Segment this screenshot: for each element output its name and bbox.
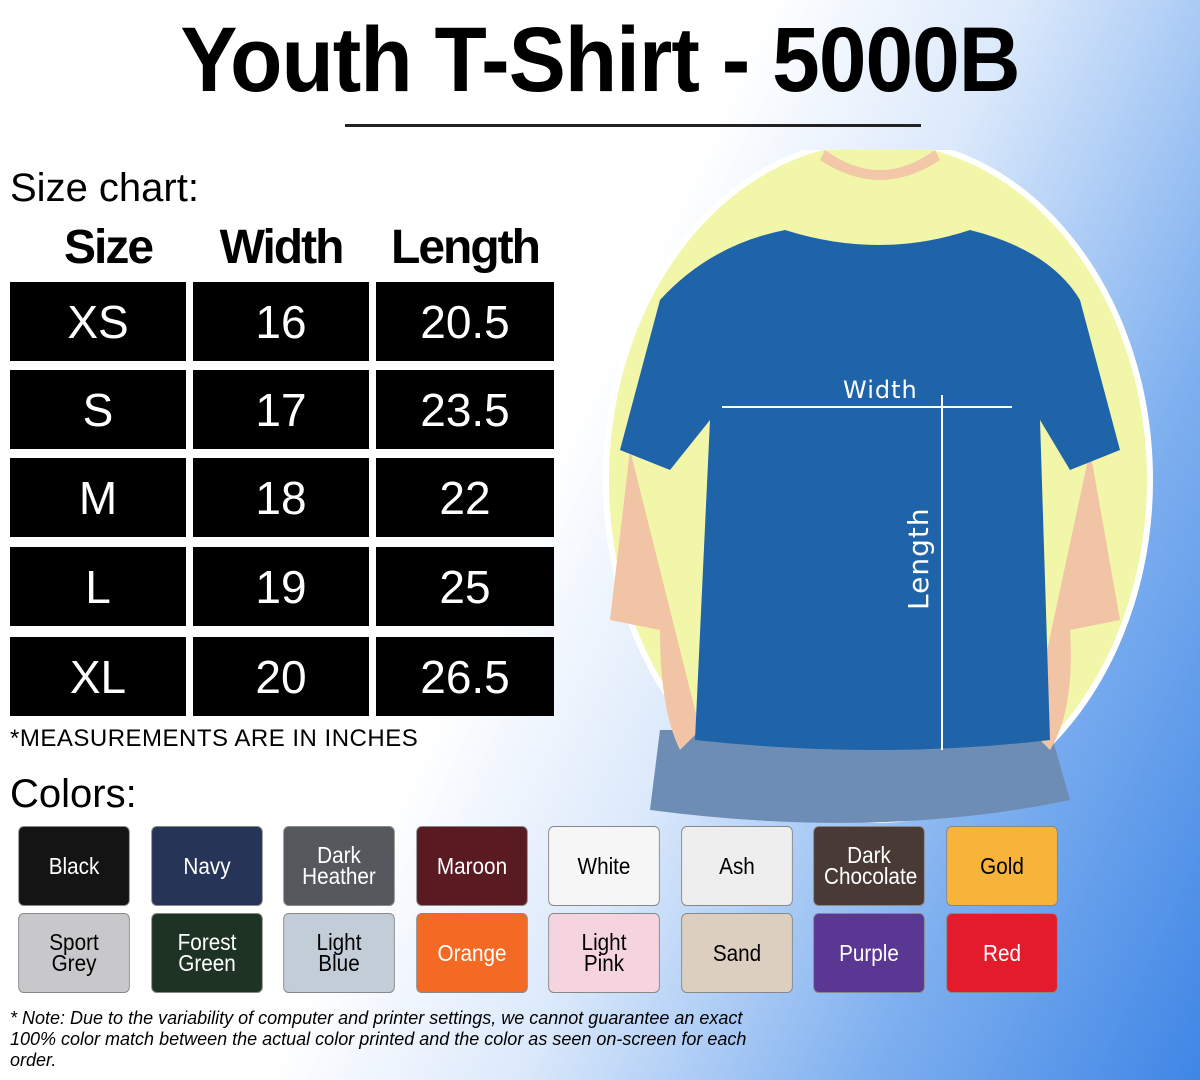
colors-label: Colors: [10, 772, 137, 816]
swatch-red[interactable]: Red [945, 913, 1058, 993]
cell-size: M [10, 458, 186, 537]
header-size: Size [63, 221, 154, 274]
swatch-white[interactable]: White [548, 826, 660, 906]
swatch-dark-heather[interactable]: Dark Heather [283, 826, 395, 906]
cell-width: 19 [193, 547, 369, 626]
header-length: Length [391, 221, 541, 274]
cell-width: 18 [193, 458, 369, 537]
cell-size: S [10, 370, 186, 449]
measurement-note: *MEASUREMENTS ARE IN INCHES [10, 725, 419, 752]
swatch-black[interactable]: Black [18, 826, 130, 906]
swatch-label: Dark Chocolate [824, 842, 918, 889]
cell-length: 25 [376, 547, 554, 626]
cell-width: 20 [193, 637, 369, 716]
jeans [650, 730, 1070, 823]
swatch-sport-grey[interactable]: Sport Grey [18, 913, 130, 993]
swatch-label: Forest Green [177, 929, 236, 976]
swatch-label: Red [982, 939, 1021, 966]
swatch-label: Navy [182, 852, 231, 879]
swatch-light-pink[interactable]: Light Pink [548, 913, 660, 993]
width-label: Width [843, 376, 918, 404]
child-face [820, 150, 940, 180]
swatch-label: Maroon [436, 852, 507, 879]
swatch-label: Sand [712, 939, 761, 966]
page-title: Youth T-Shirt - 5000B [180, 9, 1020, 111]
swatch-label: White [577, 852, 631, 879]
swatch-label: Black [48, 852, 100, 879]
title-underline [345, 124, 921, 127]
t-shirt [620, 230, 1120, 750]
length-label: Length [902, 507, 935, 610]
swatch-label: Light Pink [581, 929, 627, 976]
cell-size: XL [10, 637, 186, 716]
size-chart-label: Size chart: [10, 166, 199, 210]
swatch-dark-chocolate[interactable]: Dark Chocolate [813, 826, 925, 906]
right-arm [1030, 450, 1120, 750]
swatch-maroon[interactable]: Maroon [415, 826, 528, 906]
swatch-label: Sport Grey [49, 929, 99, 976]
cell-length: 20.5 [376, 282, 554, 361]
swatch-gold[interactable]: Gold [945, 826, 1058, 906]
color-disclaimer: * Note: Due to the variability of comput… [10, 1008, 747, 1070]
swatch-label: Ash [718, 852, 755, 879]
swatch-label: Orange [436, 939, 507, 966]
swatch-label: Purple [839, 939, 899, 966]
cell-size: XS [10, 282, 186, 361]
swatch-navy[interactable]: Navy [150, 826, 263, 906]
header-width: Width [219, 221, 345, 274]
cell-length: 23.5 [376, 370, 554, 449]
swatch-purple[interactable]: Purple [813, 913, 925, 993]
cell-size: L [10, 547, 186, 626]
left-arm [610, 450, 700, 750]
swatch-label: Light Blue [316, 929, 362, 976]
swatch-label: Gold [979, 852, 1024, 879]
swatch-label: Dark Heather [302, 842, 376, 889]
swatch-ash[interactable]: Ash [680, 826, 793, 906]
product-image: Width Length [603, 150, 1153, 823]
swatch-sand[interactable]: Sand [680, 913, 793, 993]
swatch-forest-green[interactable]: Forest Green [150, 913, 263, 993]
cell-width: 16 [193, 282, 369, 361]
cell-length: 26.5 [376, 637, 554, 716]
swatch-light-blue[interactable]: Light Blue [283, 913, 395, 993]
cell-width: 17 [193, 370, 369, 449]
cell-length: 22 [376, 458, 554, 537]
swatch-orange[interactable]: Orange [415, 913, 528, 993]
